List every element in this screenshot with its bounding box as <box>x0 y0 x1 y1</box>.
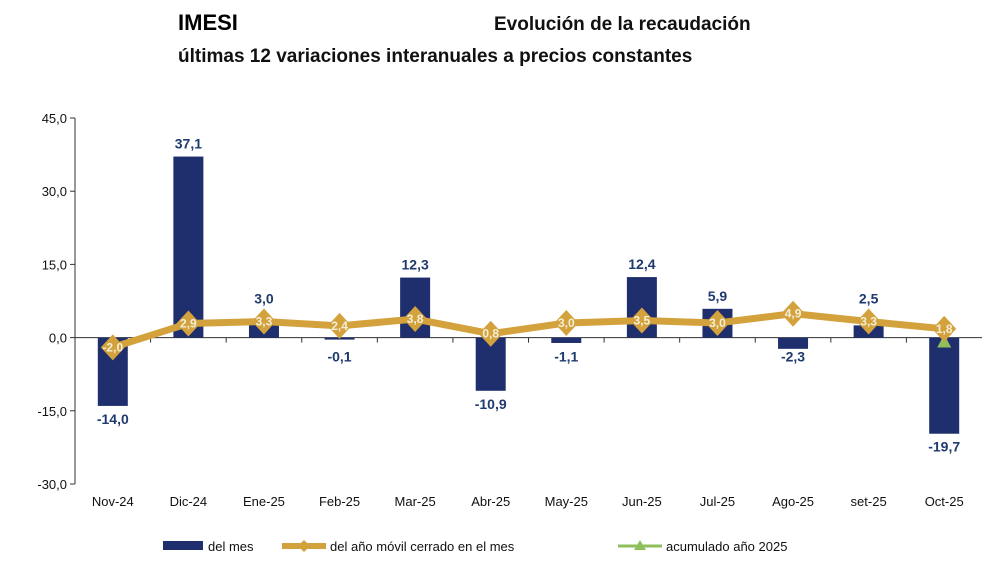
line-point <box>629 307 654 334</box>
legend-marker <box>298 540 310 552</box>
y-tick-label: -15,0 <box>37 404 67 419</box>
bar-label: 5,9 <box>708 288 728 304</box>
y-tick-label: 45,0 <box>42 111 67 126</box>
line-point <box>554 309 579 336</box>
legend-marker <box>634 540 646 550</box>
bar-label: -1,1 <box>554 349 578 365</box>
bar-label: 12,4 <box>628 256 655 272</box>
line-label: 3,8 <box>407 312 424 326</box>
line-point <box>932 315 957 342</box>
y-tick-label: 15,0 <box>42 257 67 272</box>
line-label: 4,9 <box>785 307 802 321</box>
line-label: 3,3 <box>860 314 877 328</box>
x-tick-label: Mar-25 <box>395 494 436 509</box>
line-label: 3,3 <box>256 314 273 328</box>
chart-subtitle: últimas 12 variaciones interanuales a pr… <box>178 46 692 67</box>
legend-label: del año móvil cerrado en el mes <box>330 539 515 554</box>
line-label: -2,0 <box>102 340 123 354</box>
x-tick-label: Oct-25 <box>925 494 964 509</box>
bar <box>929 337 960 434</box>
bar-label: -19,7 <box>928 439 960 455</box>
line-point <box>100 334 125 361</box>
x-tick-label: Feb-25 <box>319 494 360 509</box>
line-label: 3,0 <box>558 316 575 330</box>
line-point <box>705 309 730 336</box>
line-point <box>856 308 881 335</box>
bar-label: -0,1 <box>327 349 351 365</box>
line-point <box>327 312 352 339</box>
line-series <box>111 310 945 351</box>
line-label: 3,5 <box>634 314 651 328</box>
bar-label: 3,0 <box>254 290 274 306</box>
line-label: 0,8 <box>482 327 499 341</box>
line-point <box>781 300 806 327</box>
bar-label: -14,0 <box>97 411 129 427</box>
bar <box>551 337 582 343</box>
line-point <box>251 308 276 335</box>
bar-label: -2,3 <box>781 349 805 365</box>
x-tick-label: Dic-24 <box>170 494 208 509</box>
bar-label: 2,5 <box>859 290 879 306</box>
x-tick-label: Ago-25 <box>772 494 814 509</box>
x-tick-label: Nov-24 <box>92 494 134 509</box>
bar-label: -10,9 <box>475 396 507 412</box>
x-tick-label: Abr-25 <box>471 494 510 509</box>
bar-label: 37,1 <box>175 136 202 152</box>
y-tick-label: 0,0 <box>49 331 67 346</box>
line-label: 2,4 <box>331 319 348 333</box>
line-label: 1,8 <box>936 322 953 336</box>
bar <box>778 337 809 349</box>
line-point <box>478 320 503 347</box>
bar <box>173 156 204 338</box>
y-tick-label: -30,0 <box>37 477 67 492</box>
legend-swatch-bar <box>163 541 203 550</box>
x-tick-label: set-25 <box>851 494 887 509</box>
x-tick-label: Jul-25 <box>700 494 735 509</box>
bar-label: 12,3 <box>402 257 429 273</box>
x-tick-label: May-25 <box>545 494 588 509</box>
x-tick-label: Jun-25 <box>622 494 662 509</box>
chart-title-right: Evolución de la recaudación <box>494 14 751 35</box>
chart-title: IMESI <box>178 10 238 35</box>
line-point <box>403 306 428 333</box>
legend-label: acumulado año 2025 <box>666 539 787 554</box>
line-point <box>176 310 201 337</box>
y-tick-label: 30,0 <box>42 184 67 199</box>
line-label: 2,9 <box>180 316 197 330</box>
line-label: 3,0 <box>709 316 726 330</box>
x-tick-label: Ene-25 <box>243 494 285 509</box>
legend-label: del mes <box>208 539 254 554</box>
